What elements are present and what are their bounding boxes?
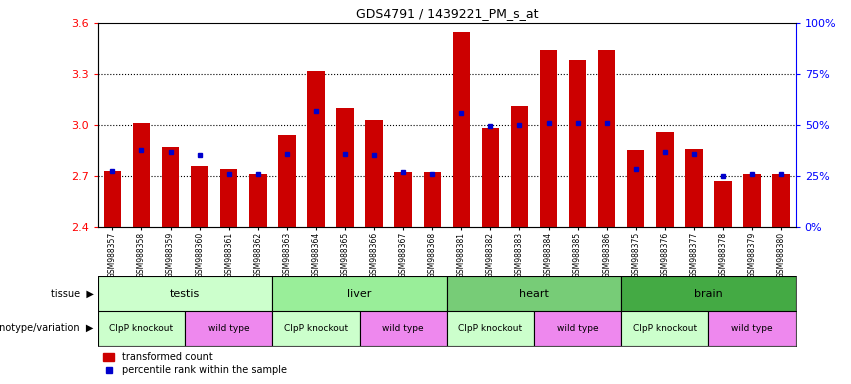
- Text: ClpP knockout: ClpP knockout: [633, 324, 697, 333]
- Bar: [394, 172, 412, 227]
- Bar: [453, 31, 470, 227]
- Title: GDS4791 / 1439221_PM_s_at: GDS4791 / 1439221_PM_s_at: [356, 7, 538, 20]
- Bar: [272, 311, 360, 346]
- Text: testis: testis: [170, 289, 200, 299]
- Bar: [220, 169, 237, 227]
- Bar: [540, 50, 557, 227]
- Bar: [447, 311, 534, 346]
- Bar: [336, 108, 354, 227]
- Text: wild type: wild type: [382, 324, 424, 333]
- Bar: [773, 174, 790, 227]
- Bar: [365, 120, 383, 227]
- Bar: [621, 311, 708, 346]
- Bar: [709, 311, 796, 346]
- Bar: [191, 166, 208, 227]
- Text: wild type: wild type: [731, 324, 773, 333]
- Bar: [482, 128, 499, 227]
- Bar: [133, 123, 151, 227]
- Bar: [98, 276, 272, 311]
- Bar: [447, 276, 621, 311]
- Bar: [359, 311, 447, 346]
- Text: wild type: wild type: [208, 324, 249, 333]
- Bar: [104, 170, 121, 227]
- Bar: [627, 150, 644, 227]
- Bar: [621, 276, 796, 311]
- Bar: [272, 276, 447, 311]
- Bar: [534, 311, 621, 346]
- Bar: [162, 147, 180, 227]
- Bar: [714, 181, 732, 227]
- Legend: transformed count, percentile rank within the sample: transformed count, percentile rank withi…: [103, 353, 287, 375]
- Bar: [186, 311, 272, 346]
- Text: ClpP knockout: ClpP knockout: [110, 324, 174, 333]
- Bar: [249, 174, 266, 227]
- Text: liver: liver: [347, 289, 372, 299]
- Bar: [568, 60, 586, 227]
- Text: brain: brain: [694, 289, 722, 299]
- Text: tissue  ▶: tissue ▶: [51, 289, 94, 299]
- Bar: [278, 135, 295, 227]
- Bar: [744, 174, 761, 227]
- Text: ClpP knockout: ClpP knockout: [459, 324, 523, 333]
- Bar: [511, 106, 528, 227]
- Text: genotype/variation  ▶: genotype/variation ▶: [0, 323, 94, 333]
- Bar: [656, 132, 674, 227]
- Text: heart: heart: [519, 289, 549, 299]
- Text: wild type: wild type: [557, 324, 598, 333]
- Text: ClpP knockout: ClpP knockout: [284, 324, 348, 333]
- Bar: [307, 71, 325, 227]
- Bar: [685, 149, 703, 227]
- Bar: [598, 50, 615, 227]
- Bar: [424, 172, 441, 227]
- Bar: [98, 311, 186, 346]
